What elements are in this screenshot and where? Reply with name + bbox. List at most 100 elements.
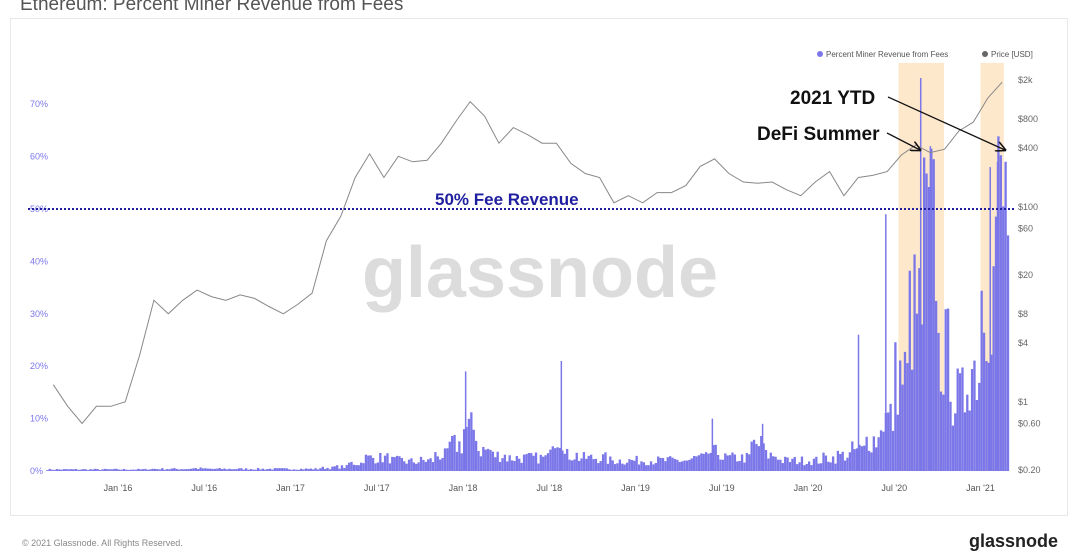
fee-bar	[599, 461, 602, 471]
copyright: © 2021 Glassnode. All Rights Reserved.	[22, 538, 183, 548]
fee-bar	[297, 469, 300, 471]
fee-bar	[309, 468, 312, 471]
y-left-tick: 50%	[30, 204, 48, 214]
fee-bar	[527, 453, 530, 471]
fee-bar	[118, 469, 121, 471]
fee-bar	[755, 443, 758, 471]
fee-bar	[970, 369, 974, 471]
fee-bar	[518, 458, 521, 471]
fee-bar	[395, 455, 399, 471]
fee-bar	[486, 448, 490, 471]
fee-bar	[235, 469, 238, 471]
fee-bar	[506, 461, 509, 471]
fee-bar	[597, 463, 600, 471]
fee-bar	[661, 458, 665, 471]
fee-bar	[578, 460, 581, 471]
fee-spike	[464, 371, 467, 471]
fee-bar	[58, 469, 61, 471]
fee-bar	[958, 373, 962, 471]
fee-bar	[724, 453, 727, 471]
fee-bar	[86, 470, 90, 471]
fee-bar	[101, 469, 104, 471]
brand-logo: glassnode	[968, 531, 1058, 551]
x-tick: Jan '21	[966, 483, 995, 493]
fee-bar	[290, 469, 293, 471]
y-left-tick: 20%	[30, 361, 48, 371]
y-right-tick: $800	[1018, 114, 1038, 124]
fee-bar	[738, 460, 741, 471]
fee-bar	[942, 394, 945, 471]
fee-bar	[204, 468, 207, 471]
fee-bar	[522, 454, 526, 471]
fee-bar	[817, 463, 820, 471]
fee-bar	[211, 468, 214, 471]
fee-bar	[345, 465, 348, 471]
fee-bar	[350, 461, 353, 471]
fee-bar	[319, 468, 322, 471]
fee-bar	[84, 469, 87, 471]
fee-bar	[987, 362, 990, 471]
fee-bar	[264, 469, 267, 471]
watermark: glassnode	[362, 233, 718, 313]
fee-bar	[197, 469, 200, 471]
fee-bar	[772, 456, 775, 471]
fee-bar	[851, 441, 854, 471]
fee-bar	[841, 451, 844, 471]
fee-bar	[712, 445, 715, 471]
fee-bar	[144, 468, 147, 471]
fee-bar	[834, 463, 837, 471]
fee-bar	[530, 453, 533, 471]
fee-bar	[94, 468, 97, 471]
fee-bar	[875, 447, 878, 471]
fee-bar	[954, 413, 957, 471]
fee-bar	[812, 458, 816, 471]
fee-bar	[982, 332, 986, 471]
fee-bar	[575, 452, 578, 471]
fee-bar	[736, 461, 739, 471]
fee-bar	[376, 462, 380, 471]
legend-price-dot	[982, 51, 988, 57]
fee-bar	[582, 452, 586, 471]
fee-bar	[726, 455, 729, 471]
fee-bar	[106, 469, 109, 471]
fee-bar	[168, 469, 171, 471]
fee-bar	[417, 462, 420, 471]
fee-bar	[393, 457, 396, 471]
fee-bar	[798, 462, 801, 471]
fee-bar	[400, 458, 404, 471]
y-left-tick: 0%	[30, 466, 43, 476]
fee-bar	[288, 469, 291, 471]
fee-bar	[966, 394, 969, 471]
fee-bar	[324, 468, 327, 471]
y-right-tick: $1	[1018, 397, 1028, 407]
fee-bar	[446, 448, 449, 471]
fee-bar	[697, 455, 701, 471]
fee-bar	[733, 454, 737, 471]
fee-bar	[918, 268, 921, 471]
fee-bar	[103, 468, 106, 471]
fee-bar	[645, 465, 648, 471]
fee-bar	[156, 469, 159, 471]
fee-bar	[237, 468, 241, 471]
fee-bar	[419, 456, 423, 471]
fee-bar	[520, 462, 523, 471]
fee-bar	[498, 461, 502, 471]
fee-bar	[800, 456, 804, 471]
fee-bar	[887, 412, 890, 471]
fee-bar	[899, 360, 902, 471]
fee-bar	[77, 469, 80, 471]
fee-bar	[815, 456, 818, 471]
fee-bar	[348, 462, 351, 471]
fee-bar	[637, 464, 641, 471]
fee-bar	[96, 468, 99, 471]
fee-bar	[762, 443, 765, 471]
y-left-tick: 60%	[30, 152, 48, 162]
fee-bar	[740, 454, 744, 471]
fee-bar	[295, 469, 298, 471]
fee-bar	[189, 468, 193, 471]
fee-bar	[460, 453, 463, 471]
fee-bar	[355, 465, 358, 471]
fee-bar	[451, 436, 454, 471]
fee-bar	[228, 468, 231, 471]
fee-bar	[1006, 235, 1010, 471]
